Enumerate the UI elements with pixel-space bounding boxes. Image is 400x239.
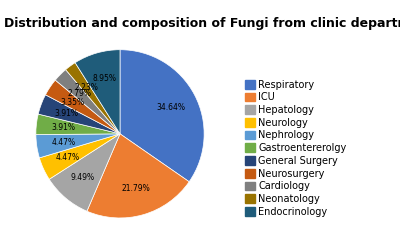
Text: 9.49%: 9.49% [71,173,95,182]
Wedge shape [36,134,120,158]
Text: Distribution and composition of Fungi from clinic department: Distribution and composition of Fungi fr… [4,17,400,30]
Wedge shape [38,95,120,134]
Text: 4.47%: 4.47% [56,153,80,162]
Text: 2.23%: 2.23% [74,83,98,92]
Text: 34.64%: 34.64% [156,103,185,112]
Wedge shape [66,63,120,134]
Text: 21.79%: 21.79% [122,184,150,193]
Text: 3.35%: 3.35% [60,98,84,107]
Text: 3.91%: 3.91% [51,123,75,132]
Wedge shape [55,70,120,134]
Wedge shape [39,134,120,179]
Wedge shape [87,134,189,218]
Text: 3.91%: 3.91% [54,109,78,118]
Wedge shape [36,114,120,135]
Wedge shape [120,50,204,182]
Text: 2.79%: 2.79% [67,89,91,98]
Wedge shape [75,50,120,134]
Legend: Respiratory, ICU, Hepatology, Neurology, Nephrology, Gastroentererolgy, General : Respiratory, ICU, Hepatology, Neurology,… [245,80,347,217]
Text: 4.47%: 4.47% [51,138,76,147]
Wedge shape [46,80,120,134]
Wedge shape [49,134,120,211]
Text: 8.95%: 8.95% [92,74,116,83]
